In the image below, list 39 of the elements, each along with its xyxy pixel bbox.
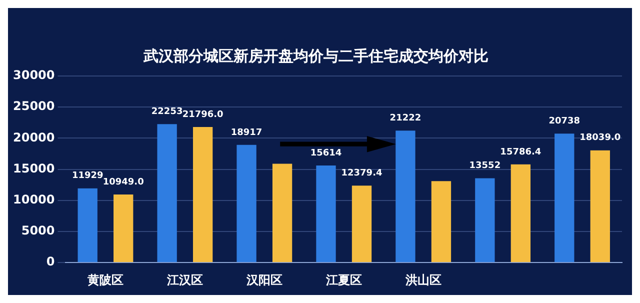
x-tick-label: 汉阳区 bbox=[245, 272, 282, 287]
data-label: 15786.4 bbox=[500, 147, 542, 158]
x-tick-label: 黄陂区 bbox=[86, 272, 124, 287]
x-tick-label: 江汉区 bbox=[166, 272, 203, 287]
bar bbox=[431, 181, 452, 262]
bar bbox=[78, 188, 98, 262]
data-label: 12379.4 bbox=[341, 168, 382, 178]
data-label: 10949.0 bbox=[102, 177, 144, 188]
bar bbox=[510, 164, 531, 262]
bar bbox=[396, 130, 416, 262]
data-label: 15614 bbox=[310, 148, 342, 158]
y-tick-label: 25000 bbox=[13, 99, 55, 114]
y-tick-label: 5000 bbox=[21, 224, 55, 238]
x-tick-label: 江夏区 bbox=[324, 272, 362, 287]
data-label: 18039.0 bbox=[580, 133, 621, 144]
data-label: 22253 bbox=[151, 107, 183, 118]
bar bbox=[475, 178, 495, 262]
data-label: 11929 bbox=[72, 171, 104, 182]
y-tick-label: 10000 bbox=[13, 192, 55, 207]
data-label: 21222 bbox=[390, 113, 422, 124]
y-tick-label: 30000 bbox=[13, 68, 55, 82]
y-tick-label: 15000 bbox=[13, 161, 55, 176]
data-label: 13552 bbox=[469, 161, 501, 172]
chart-title: 武汉部分城区新房开盘均价与二手住宅成交均价对比 bbox=[142, 46, 488, 65]
data-label: 20738 bbox=[548, 116, 580, 126]
bar bbox=[157, 124, 177, 262]
data-label: 21796.0 bbox=[182, 110, 224, 120]
bar bbox=[236, 144, 256, 262]
bar bbox=[114, 194, 134, 262]
bar bbox=[590, 150, 610, 262]
bar bbox=[352, 186, 372, 262]
x-tick-label: 洪山区 bbox=[404, 272, 442, 287]
y-tick-label: 20000 bbox=[13, 130, 55, 144]
bar bbox=[316, 165, 336, 262]
bar bbox=[192, 127, 213, 262]
bar bbox=[554, 134, 574, 262]
y-tick-label: 0 bbox=[46, 254, 55, 269]
data-label: 18917 bbox=[230, 128, 262, 138]
bar bbox=[272, 164, 292, 262]
